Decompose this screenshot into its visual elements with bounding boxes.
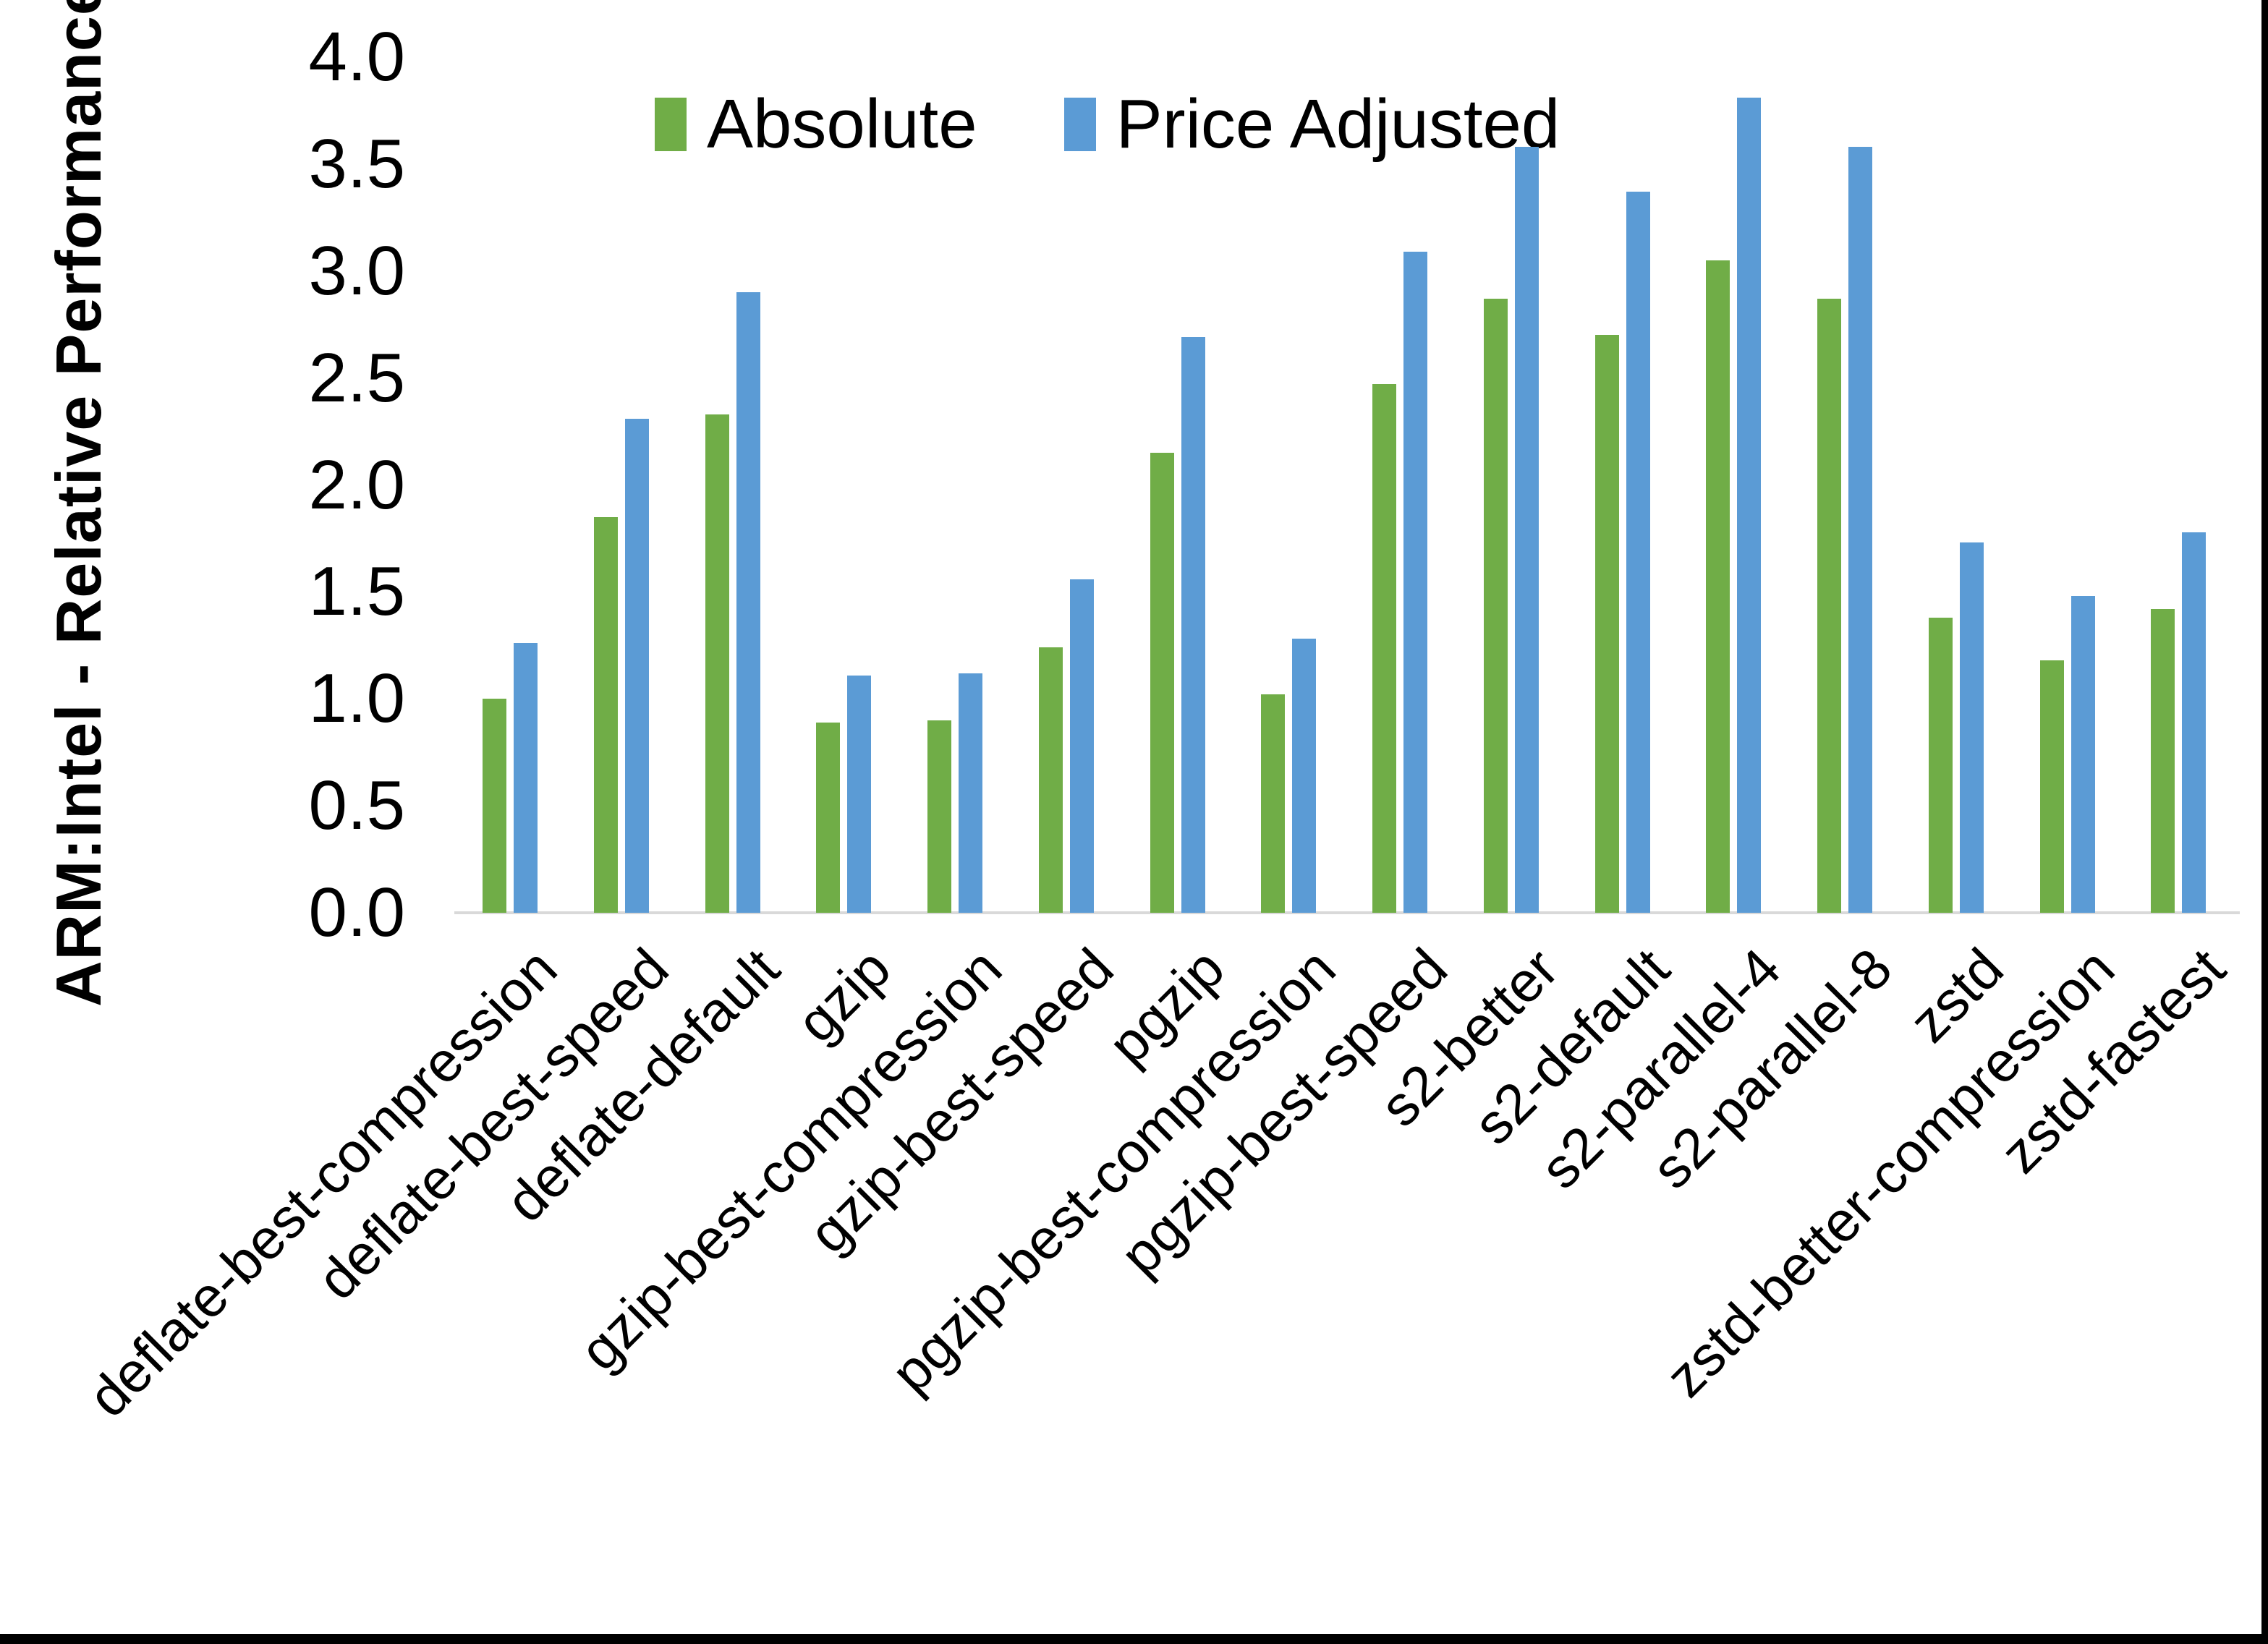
y-axis-title: ARM:Intel - Relative Performance: [43, 0, 114, 1007]
x-axis-line: [454, 911, 2240, 914]
figure-right-border: [2261, 0, 2268, 1644]
bar-price-adjusted-deflate-best-speed: [624, 418, 649, 913]
bar-price-adjusted-gzip: [847, 675, 872, 913]
bar-price-adjusted-zstd-fastest: [2182, 532, 2207, 913]
bar-absolute-pgzip-best-speed: [1372, 384, 1396, 913]
bar-absolute-s2-parallel-8: [1817, 299, 1841, 913]
bar-price-adjusted-pgzip-best-compression: [1292, 639, 1317, 913]
bar-absolute-pgzip: [1150, 453, 1174, 913]
figure-bottom-border: [0, 1634, 2268, 1644]
bar-absolute-s2-parallel-4: [1706, 260, 1730, 913]
bar-absolute-deflate-default: [705, 414, 729, 913]
bar-absolute-zstd-better-compression: [2039, 660, 2064, 913]
legend-label-absolute: Absolute: [707, 85, 977, 163]
y-tick-label-1-0: 1.0: [308, 660, 405, 738]
bar-absolute-zstd: [1928, 617, 1953, 913]
y-tick-label-4-0: 4.0: [308, 18, 405, 95]
bar-absolute-zstd-fastest: [2151, 609, 2175, 913]
bar-absolute-deflate-best-compression: [483, 699, 506, 913]
bar-absolute-s2-default: [1594, 335, 1619, 913]
bar-price-adjusted-s2-parallel-4: [1737, 98, 1762, 913]
bar-price-adjusted-s2-parallel-8: [1848, 147, 1872, 913]
bar-absolute-gzip: [816, 722, 841, 913]
legend-swatch-price-adjusted: [1063, 98, 1096, 151]
y-tick-label-1-5: 1.5: [308, 553, 405, 631]
chart-legend: Absolute Price Adjusted: [655, 88, 1560, 161]
bar-price-adjusted-s2-default: [1626, 192, 1650, 913]
bar-absolute-s2-better: [1483, 299, 1508, 913]
y-tick-label-2-0: 2.0: [308, 446, 405, 524]
bar-price-adjusted-gzip-best-speed: [1069, 579, 1094, 913]
bar-price-adjusted-gzip-best-compression: [959, 673, 982, 913]
bar-price-adjusted-deflate-best-compression: [514, 643, 538, 913]
bar-price-adjusted-s2-better: [1514, 147, 1539, 913]
bar-absolute-gzip-best-compression: [927, 720, 951, 913]
x-category-label-deflate-best-compression: deflate-best-compression: [75, 936, 569, 1429]
bar-price-adjusted-zstd: [1959, 542, 1984, 913]
y-tick-label-3-0: 3.0: [308, 231, 405, 310]
y-tick-label-3-5: 3.5: [308, 124, 405, 203]
bar-price-adjusted-deflate-default: [736, 292, 760, 913]
legend-item-absolute: Absolute: [655, 88, 977, 161]
bar-price-adjusted-pgzip: [1181, 337, 1205, 913]
bar-absolute-gzip-best-speed: [1038, 647, 1063, 913]
legend-item-price-adjusted: Price Adjusted: [1063, 85, 1560, 163]
legend-label-price-adjusted: Price Adjusted: [1116, 85, 1560, 163]
bar-absolute-deflate-best-speed: [593, 516, 618, 913]
bar-absolute-pgzip-best-compression: [1261, 694, 1286, 913]
y-tick-label-2-5: 2.5: [308, 338, 405, 417]
legend-swatch-absolute: [655, 98, 687, 151]
bar-price-adjusted-zstd-better-compression: [2070, 596, 2095, 913]
y-tick-label-0-5: 0.5: [308, 767, 405, 845]
y-tick-label-0-0: 0.0: [308, 874, 405, 951]
bar-price-adjusted-pgzip-best-speed: [1403, 252, 1427, 913]
